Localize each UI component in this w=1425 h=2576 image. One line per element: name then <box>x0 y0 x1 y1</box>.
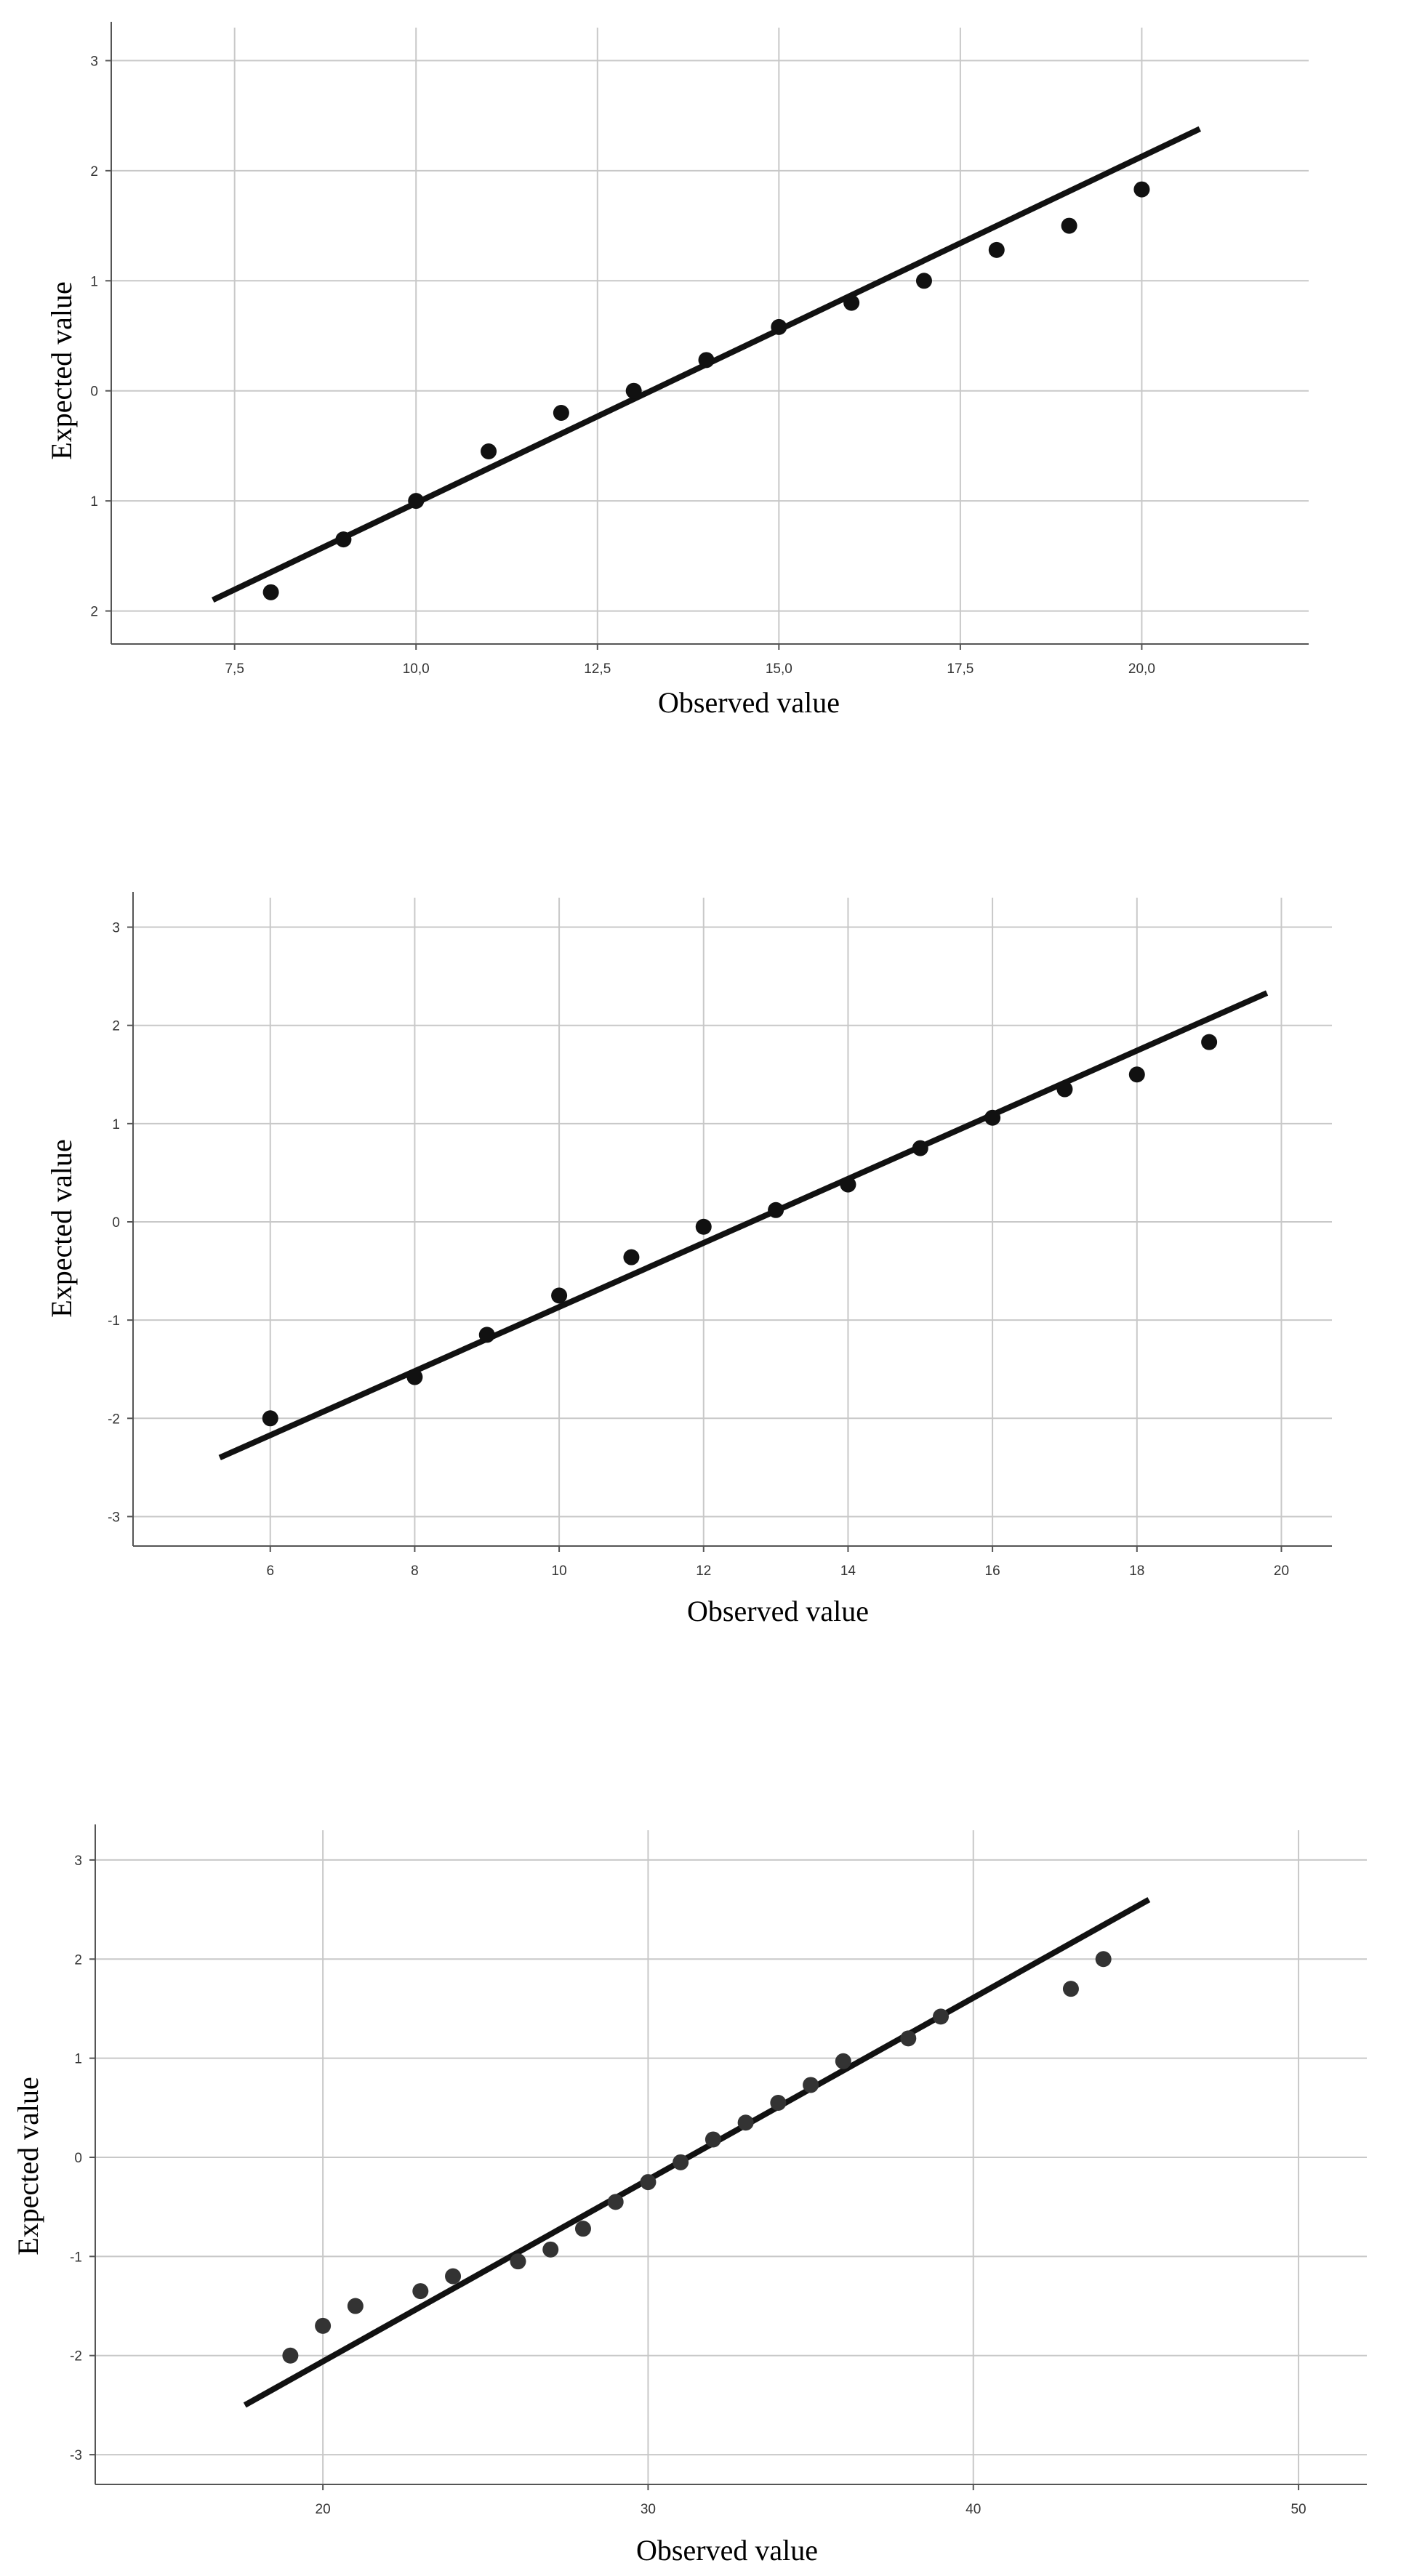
chart-1: 2 1 0 1 2 3 7,5 10,0 12,5 15,0 17,5 20,0 Observed va… <box>45 22 1309 719</box>
chart-2-y-axis-label: Expected value <box>45 1139 78 1317</box>
chart-3-data-point <box>770 2095 787 2111</box>
chart-2-y-tick-label: 2 <box>112 1019 120 1034</box>
chart-2-data-point <box>623 1249 640 1265</box>
chart-2-reference-line <box>218 990 1269 1461</box>
chart-1-y-tick-label: 3 <box>90 54 98 69</box>
chart-3-data-point <box>835 2053 851 2069</box>
chart-1-data-point <box>1061 217 1077 234</box>
chart-3-data-point <box>640 2174 657 2191</box>
chart-1-y-tick-label: 1 <box>90 494 98 510</box>
chart-3-data-point <box>933 2008 950 2025</box>
chart-1-x-tick-label: 20,0 <box>1128 661 1155 677</box>
chart-3-grid <box>95 1830 1367 2484</box>
chart-3-data-point <box>510 2253 526 2270</box>
chart-1-y-axis-label: Expected value <box>45 281 78 459</box>
chart-3-y-tick-label: -1 <box>70 2250 82 2265</box>
chart-1-data-point <box>335 531 352 548</box>
chart-1-data-point <box>915 273 932 289</box>
chart-1-x-tick-label: 10,0 <box>403 661 430 677</box>
chart-3-data-point <box>607 2194 624 2210</box>
chart-3-reference-line <box>243 1896 1151 2408</box>
chart-1-y-tick-label: 0 <box>90 385 98 400</box>
chart-3-y-tick-label: 3 <box>74 1853 82 1869</box>
chart-3-x-axis-label: Observed value <box>636 2534 818 2567</box>
chart-1-data-point <box>771 318 787 335</box>
chart-1-x-tick-label: 15,0 <box>766 661 792 677</box>
chart-2-data-point <box>406 1369 423 1385</box>
chart-1-grid <box>111 28 1309 644</box>
chart-2-x-tick-label: 8 <box>411 1563 419 1579</box>
chart-2-grid <box>133 898 1332 1546</box>
chart-2-x-tick-label: 6 <box>266 1563 274 1579</box>
chart-3-data-point <box>542 2241 559 2258</box>
chart-3: -3 -2 -1 0 1 2 3 20 30 40 50 Observed value Expected… <box>12 1824 1367 2567</box>
chart-1-x-tick-label: 12,5 <box>584 661 611 677</box>
chart-3-y-tick-label: 0 <box>74 2151 82 2166</box>
chart-3-data-point <box>445 2268 462 2285</box>
chart-2-data-point <box>695 1218 712 1235</box>
chart-2-data-point <box>1128 1066 1145 1083</box>
chart-1-y-tick-label: 1 <box>90 274 98 289</box>
chart-3-x-tick-label: 20 <box>316 2502 331 2517</box>
chart-1-x-tick-label: 17,5 <box>947 661 974 677</box>
chart-2-x-tick-label: 18 <box>1129 1563 1144 1579</box>
chart-2-y-tick-label: -1 <box>108 1313 120 1329</box>
chart-3-y-axis-label: Expected value <box>12 2077 44 2255</box>
chart-1-x-tick-label: 7,5 <box>225 661 244 677</box>
chart-2-data-point <box>551 1287 568 1304</box>
chart-2-data-point <box>262 1410 278 1427</box>
chart-3-data-point <box>803 2077 819 2093</box>
chart-1-y-tick-label: 2 <box>90 605 98 620</box>
chart-3-data-point <box>347 2298 364 2314</box>
chart-3-y-tick-label: -2 <box>70 2349 82 2364</box>
chart-3-data-point <box>282 2347 299 2364</box>
chart-1-data-point <box>988 241 1005 258</box>
chart-2-data-point <box>478 1327 495 1343</box>
chart-2-y-tick-label: -3 <box>108 1510 120 1525</box>
chart-1-x-axis-label: Observed value <box>658 686 840 719</box>
chart-2-x-tick-label: 20 <box>1274 1563 1289 1579</box>
chart-1-data-point <box>843 294 860 311</box>
chart-3-x-tick-label: 50 <box>1290 2502 1306 2517</box>
chart-3-y-tick-label: 1 <box>74 2052 82 2067</box>
chart-2-x-tick-label: 14 <box>840 1563 856 1579</box>
chart-2-x-axis-label: Observed value <box>687 1595 869 1627</box>
chart-2-y-tick-label: -2 <box>108 1412 120 1427</box>
chart-2-y-tick-label: 3 <box>112 921 120 936</box>
chart-3-y-tick-label: 2 <box>74 1952 82 1968</box>
chart-2-data-point <box>840 1176 856 1193</box>
chart-1-data-point <box>408 493 425 510</box>
chart-3-x-tick-label: 30 <box>641 2502 656 2517</box>
chart-2-data-point <box>1056 1081 1073 1098</box>
chart-3-x-tick-label: 40 <box>966 2502 981 2517</box>
chart-1-data-point <box>698 352 715 369</box>
chart-2-x-tick-label: 16 <box>985 1563 1000 1579</box>
chart-2-x-tick-label: 12 <box>696 1563 711 1579</box>
chart-2-data-point <box>912 1140 928 1156</box>
chart-2-data-point <box>984 1109 1001 1126</box>
chart-1-data-point <box>1133 181 1150 198</box>
chart-1-data-point <box>481 443 497 459</box>
chart-1-y-tick-label: 2 <box>90 164 98 180</box>
chart-3-data-point <box>737 2114 754 2131</box>
chart-1-data-point <box>553 405 569 421</box>
chart-2-data-point <box>1201 1034 1218 1050</box>
chart-3-data-point <box>1095 1951 1112 1968</box>
chart-2-y-tick-label: 1 <box>112 1117 120 1132</box>
chart-3-data-point <box>705 2131 721 2148</box>
chart-3-data-point <box>574 2221 591 2237</box>
chart-2-data-point <box>768 1202 784 1218</box>
chart-3-data-point <box>315 2317 332 2334</box>
chart-1-data-point <box>262 584 279 600</box>
chart-3-data-point <box>412 2283 429 2300</box>
chart-3-data-point <box>900 2030 917 2047</box>
chart-1-data-point <box>625 382 642 399</box>
chart-2-y-tick-label: 0 <box>112 1215 120 1231</box>
chart-2-x-tick-label: 10 <box>552 1563 567 1579</box>
chart-3-y-tick-label: -3 <box>70 2448 82 2463</box>
chart-3-data-point <box>673 2154 689 2170</box>
chart-3-data-point <box>1062 1981 1079 1997</box>
